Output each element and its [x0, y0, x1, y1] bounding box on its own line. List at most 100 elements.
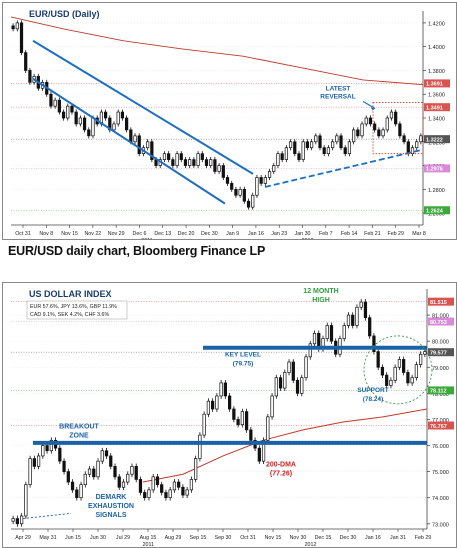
usdx-candle — [177, 481, 181, 488]
usdx-candle — [219, 382, 223, 397]
usdx-xtick-label: Jun 15 — [65, 535, 81, 541]
usdx-weights-line: CAD 9.1%, SEK 4.2%, CHF 3.6% — [30, 312, 109, 318]
eurusd-price-tag-label: 1.2624 — [426, 209, 444, 215]
eurusd-price-tag-label: 1.3491 — [426, 105, 443, 111]
usdx-candle — [266, 416, 270, 441]
usd-index-chart-svg: 81.000 80.000 79.000 78.000 77.000 76.000 75.0… — [3, 283, 456, 547]
usdx-candle — [155, 476, 160, 486]
usdx-candle — [351, 314, 355, 326]
usdx-ytick-label: 75.000 — [432, 470, 449, 476]
usd-index-chart-panel: 81.000 80.000 79.000 78.000 77.000 76.000 75.0… — [2, 282, 457, 548]
eurusd-candle — [213, 159, 217, 172]
eurusd-price-tag-label: 1.3222 — [426, 137, 443, 143]
eurusd-candle — [188, 159, 192, 166]
eurusd-xtick-label: Nov 15 — [61, 231, 78, 237]
usdx-candle — [194, 458, 198, 480]
eurusd-candle — [209, 159, 213, 166]
usdx-candle — [41, 445, 45, 457]
usdx-price-tag-label: 78.112 — [430, 389, 447, 395]
usdx-candle — [325, 325, 329, 339]
eurusd-candle — [11, 25, 15, 30]
usdx-xtick-label: Jan 31 — [390, 535, 406, 541]
eurusd-candle — [238, 188, 242, 196]
eurusd-candle — [297, 153, 301, 160]
eurusd-candle — [225, 177, 230, 184]
usdx-candle — [168, 489, 172, 499]
usdx-candle — [70, 481, 75, 491]
eurusd-candle — [242, 188, 246, 202]
usdx-candle — [423, 351, 427, 355]
usdx-xtick-label: Jul 29 — [116, 535, 130, 541]
usdx-candle — [83, 473, 87, 486]
eurusd-candle — [314, 135, 318, 143]
usdx-candle — [49, 439, 53, 452]
usdx-price-tag — [428, 348, 454, 357]
usdx-demark-arrow — [22, 512, 72, 520]
usdx-ytick-label: 80.000 — [432, 340, 449, 346]
usdx-candle — [304, 356, 308, 379]
usdx-xtick-label: Jun 30 — [90, 535, 106, 541]
eurusd-candle — [74, 111, 78, 125]
eurusd-candle — [288, 141, 293, 149]
eurusd-year-label: 2011 — [141, 238, 152, 239]
eurusd-candle — [103, 111, 108, 119]
eurusd-candle — [57, 99, 61, 113]
eurusd-candle — [120, 111, 125, 119]
eurusd-xtick-label: Jan 16 — [248, 231, 264, 237]
usdx-annotation-support: SUPPORT — [357, 387, 388, 394]
usdx-candle — [393, 366, 397, 381]
usdx-candle — [329, 325, 334, 342]
eurusd-candle — [196, 153, 200, 166]
usdx-price-tag — [428, 297, 454, 306]
usdx-candle — [287, 361, 291, 373]
eurusd-candle — [398, 123, 402, 137]
eurusd-price-tag — [424, 206, 450, 215]
usdx-annotation-12month-high: 12 MONTH — [303, 288, 338, 295]
usdx-candle — [113, 466, 117, 478]
usdx-candle — [79, 484, 83, 499]
usdx-candle — [28, 458, 32, 486]
usdx-candle — [372, 335, 376, 352]
usdx-price-tag — [428, 386, 454, 395]
usdx-candle — [45, 445, 49, 452]
usdx-candle — [121, 481, 126, 488]
usdx-price-tag-label: 79.577 — [430, 351, 447, 357]
eurusd-candle — [200, 153, 204, 160]
usdx-ytick-label: 76.000 — [432, 444, 449, 450]
usdx-candle — [376, 351, 380, 368]
usdx-candle — [202, 413, 206, 436]
eurusd-ytick-label: 1.3200 — [428, 140, 445, 146]
eurusd-candle — [146, 141, 150, 149]
usdx-candle — [261, 439, 266, 462]
eurusd-candle — [87, 129, 91, 137]
usdx-candle — [75, 489, 79, 499]
eurusd-xtick-label: Nov 29 — [108, 231, 125, 237]
usdx-ytick-label: 77.000 — [432, 418, 449, 424]
usdx-candle — [274, 377, 278, 397]
usdx-candle — [346, 314, 351, 326]
usdx-annotation-200dma: 200-DMA — [266, 461, 296, 468]
usdx-price-tag-label: 80.753 — [430, 320, 447, 326]
usdx-candle — [134, 466, 138, 480]
usdx-price-tag-label: 81.515 — [430, 300, 447, 306]
eurusd-candle — [125, 117, 129, 131]
usdx-candle — [66, 471, 70, 483]
usdx-background — [3, 283, 456, 547]
eurusd-xtick-label: Jan 23 — [271, 231, 287, 237]
usdx-candle — [62, 460, 66, 472]
usdx-candle — [32, 458, 36, 467]
eurusd-price-tag-label: 1.2976 — [426, 167, 443, 173]
eurusd-price-tag — [424, 164, 450, 173]
usdx-candle — [283, 372, 287, 389]
usdx-candle — [406, 372, 410, 384]
eurusd-xtick-label: Dec 20 — [178, 231, 195, 237]
usdx-candle — [291, 361, 295, 381]
usdx-candle — [300, 377, 304, 394]
usdx-annotation-key-level: (79.75) — [233, 361, 254, 368]
usdx-year-label: 2012 — [305, 542, 317, 547]
eurusd-candle — [78, 117, 82, 125]
eurusd-candle — [137, 135, 141, 155]
usdx-xtick-label: Dec 30 — [340, 535, 357, 541]
usdx-candle — [147, 489, 151, 499]
eurusd-candle — [192, 159, 196, 166]
